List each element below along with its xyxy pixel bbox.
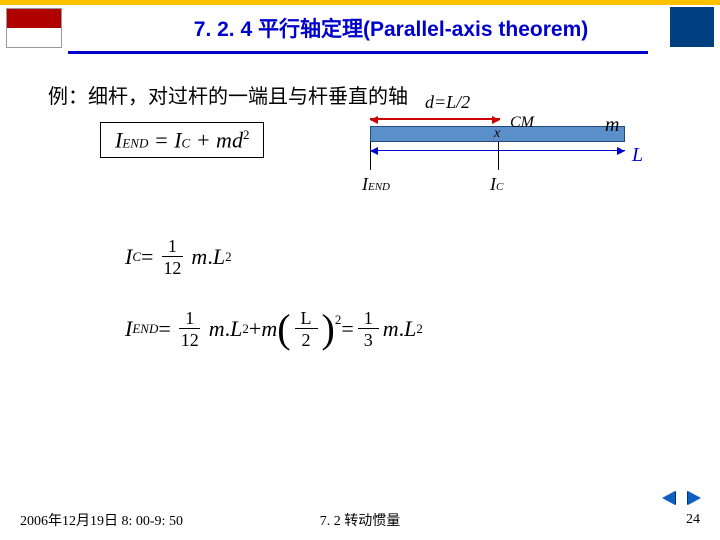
university-logo xyxy=(6,8,62,48)
footer-page: 24 xyxy=(686,512,700,528)
tick-end xyxy=(370,142,371,170)
eq1-num: 1 xyxy=(162,236,183,257)
iend-sub: END xyxy=(368,181,390,193)
eq2-den3: 3 xyxy=(358,329,379,351)
eq1-lhs: I xyxy=(125,244,132,270)
f-eq: = xyxy=(148,127,174,152)
eq2-eq: = xyxy=(158,316,170,342)
header: 7. 2. 4 平行轴定理(Parallel-axis theorem) xyxy=(0,5,720,51)
nav-arrows xyxy=(658,490,704,506)
eq2-num1: 1 xyxy=(179,308,200,329)
f-sup: 2 xyxy=(243,127,250,142)
footer-section: 7. 2 转动惯量 xyxy=(320,510,401,530)
m-label: m xyxy=(605,114,619,137)
boxed-formula: IEND = IC + md2 xyxy=(100,122,264,158)
eq2-plus: + xyxy=(249,316,261,342)
eq2-m1: m xyxy=(209,316,225,342)
tick-cm xyxy=(498,142,499,170)
right-badge xyxy=(670,7,714,47)
next-slide-button[interactable] xyxy=(684,490,704,506)
d-equals-label: d=L/2 xyxy=(425,92,470,113)
eq2-fracL: L2 xyxy=(295,308,318,351)
eq2-frac1: 112 xyxy=(175,308,205,351)
eq2-den1: 12 xyxy=(175,329,205,351)
rod-diagram: d=L/2 CM x m L IEND IC xyxy=(370,92,630,202)
equation-ic: IC = 112 m.L2 xyxy=(125,230,423,284)
eq2-m2: m xyxy=(261,316,277,342)
f-lhs-sub: END xyxy=(122,135,148,150)
ic-label: IC xyxy=(490,174,503,195)
eq2-rparen: ) xyxy=(322,309,335,349)
eq1-lhs-sub: C xyxy=(132,249,141,265)
eq1-frac: 112 xyxy=(157,236,187,279)
eq1-sq: 2 xyxy=(225,249,232,265)
f-r1-sub: C xyxy=(182,135,191,150)
eq2-lhs-sub: END xyxy=(132,321,158,337)
f-d: d xyxy=(232,127,243,152)
slide-title: 7. 2. 4 平行轴定理(Parallel-axis theorem) xyxy=(62,13,720,43)
eq1-eq: = xyxy=(141,244,153,270)
example-body: 细杆，对过杆的一端且与杆垂直的轴 xyxy=(88,86,408,108)
eq2-lparen: ( xyxy=(277,309,290,349)
eq2-num3: 1 xyxy=(358,308,379,329)
eq2-denL: 2 xyxy=(296,329,317,351)
footer: 2006年12月19日 8: 00-9: 50 7. 2 转动惯量 24 xyxy=(0,510,720,530)
eq2-eq2: = xyxy=(341,316,353,342)
iend-label: IEND xyxy=(362,174,390,195)
eq1-m: m xyxy=(191,244,207,270)
f-plus: + xyxy=(190,127,216,152)
f-m: m xyxy=(216,127,232,152)
eq2-m3: m xyxy=(383,316,399,342)
eq2-sq3: 2 xyxy=(416,321,423,337)
ic-sub: C xyxy=(496,181,503,193)
eq2-frac3: 13 xyxy=(358,308,379,351)
eq2-L1: L xyxy=(230,316,242,342)
length-label: L xyxy=(632,144,643,167)
arrow-right-icon xyxy=(688,491,701,505)
eq2-L3: L xyxy=(404,316,416,342)
footer-date: 2006年12月19日 8: 00-9: 50 xyxy=(20,510,183,530)
arrow-left-icon xyxy=(662,491,675,505)
equation-iend: IEND = 112 m.L2 + m ( L2 )2 = 13 m.L2 xyxy=(125,302,423,356)
example-prefix: 例： xyxy=(48,86,88,108)
eq2-numL: L xyxy=(295,308,318,329)
prev-slide-button[interactable] xyxy=(658,490,678,506)
d-arrow xyxy=(370,118,500,120)
equations-block: IC = 112 m.L2 IEND = 112 m.L2 + m ( L2 )… xyxy=(125,230,423,356)
eq1-den: 12 xyxy=(157,257,187,279)
f-r1: I xyxy=(174,127,181,152)
eq1-L: L xyxy=(213,244,225,270)
cm-label: CM xyxy=(510,114,534,132)
cm-x: x xyxy=(494,126,500,142)
